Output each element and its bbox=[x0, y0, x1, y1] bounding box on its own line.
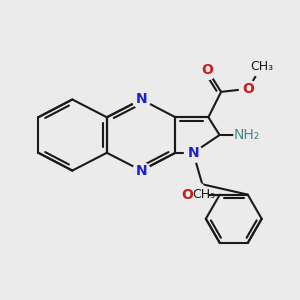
Text: CH₃: CH₃ bbox=[192, 188, 215, 201]
Text: NH₂: NH₂ bbox=[233, 128, 260, 142]
Text: O: O bbox=[201, 63, 213, 77]
Text: CH₃: CH₃ bbox=[250, 60, 273, 73]
Text: N: N bbox=[136, 164, 147, 178]
Text: O: O bbox=[242, 82, 254, 96]
Text: N: N bbox=[136, 92, 147, 106]
Text: N: N bbox=[187, 146, 199, 160]
Text: O: O bbox=[182, 188, 194, 202]
